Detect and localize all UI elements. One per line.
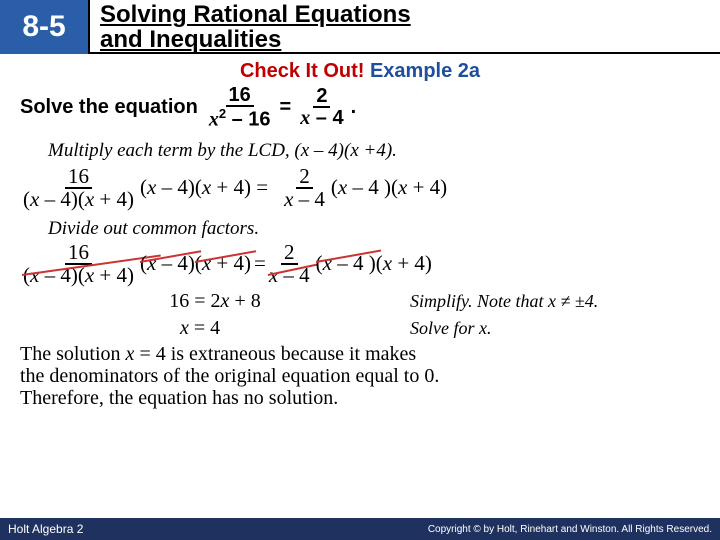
fraction-right-num: 2 — [313, 86, 330, 108]
conclusion-line3: Therefore, the equation has no solution. — [20, 387, 338, 409]
step2-mult2: (x – 4 )(x + 4) — [313, 251, 432, 276]
simplify-note-2: Solve for x. — [410, 318, 491, 339]
footer-copyright: Copyright © by Holt, Rinehart and Winsto… — [428, 524, 712, 535]
footer-left: Holt Algebra 2 — [8, 522, 83, 536]
period: . — [347, 96, 357, 119]
step1-frac2: 2 x – 4 — [281, 166, 328, 210]
simplify-row-1: 16 = 2x + 8 Simplify. Note that x ≠ ±4. — [20, 290, 700, 313]
conclusion-line1: The solution x = 4 is extraneous because… — [20, 343, 416, 365]
step1-mult2: (x – 4 )(x + 4) — [328, 175, 447, 200]
step2-frac2: 2 x – 4 — [266, 242, 313, 286]
step-1: 16 (x – 4)(x + 4) (x – 4)(x + 4) = 2 x –… — [20, 166, 700, 210]
step1-frac1: 16 (x – 4)(x + 4) — [20, 166, 137, 210]
title-line1: Solving Rational Equations — [100, 1, 411, 28]
equals-sign: = — [274, 96, 298, 119]
step2-frac1: 16 (x – 4)(x + 4) — [20, 242, 137, 286]
fraction-left-num: 16 — [226, 85, 254, 107]
divide-note: Divide out common factors. — [48, 218, 700, 240]
footer: Holt Algebra 2 Copyright © by Holt, Rine… — [0, 518, 720, 540]
lesson-number: 8-5 — [0, 0, 90, 54]
example-number: Example 2a — [370, 60, 480, 82]
step1-mult1: (x – 4)(x + 4) = — [137, 175, 271, 200]
simplify-math-2: x = 4 — [20, 317, 410, 340]
fraction-left: 16 x2 – 16 — [206, 85, 274, 130]
conclusion-line2: the denominators of the original equatio… — [20, 365, 439, 387]
equation-prompt: Solve the equation 16 x2 – 16 = 2 x – 4 … — [20, 85, 700, 130]
fraction-right: 2 x – 4 — [297, 86, 346, 128]
header: 8-5 Solving Rational Equations and Inequ… — [0, 0, 720, 54]
lcd-note: Multiply each term by the LCD, (x – 4)(x… — [48, 140, 700, 162]
title-line2: and Inequalities — [100, 26, 281, 53]
simplify-row-2: x = 4 Solve for x. — [20, 317, 700, 340]
example-heading: Check It Out! Example 2a — [20, 60, 700, 83]
fraction-right-den: x – 4 — [297, 108, 346, 128]
step1-frac1-den: (x – 4)(x + 4) — [23, 187, 134, 211]
check-it-out-text: Check It Out! — [240, 60, 364, 82]
conclusion: The solution x = 4 is extraneous because… — [20, 343, 700, 410]
lesson-title: Solving Rational Equations and Inequalit… — [90, 0, 720, 52]
simplify-math-1: 16 = 2x + 8 — [20, 290, 410, 313]
step2-mult1: (x – 4)(x + 4) — [137, 251, 254, 276]
solve-label: Solve the equation — [20, 96, 198, 119]
content-area: Check It Out! Example 2a Solve the equat… — [0, 54, 720, 410]
step-2: 16 (x – 4)(x + 4) (x – 4)(x + 4) = 2 x –… — [20, 242, 700, 286]
simplify-note-1: Simplify. Note that x ≠ ±4. — [410, 291, 598, 312]
fraction-left-den: x2 – 16 — [206, 107, 274, 130]
